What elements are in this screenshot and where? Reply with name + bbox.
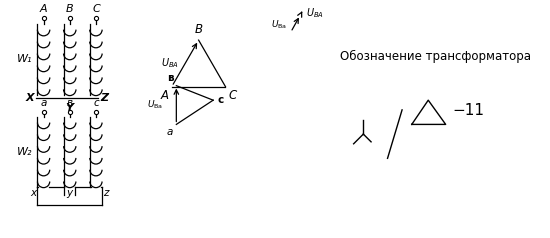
Text: X: X — [26, 93, 35, 103]
Text: B: B — [66, 4, 74, 14]
Text: с: с — [217, 95, 223, 105]
Text: B: B — [195, 23, 202, 36]
Text: x: x — [30, 188, 36, 198]
Text: C: C — [92, 4, 100, 14]
Text: с: с — [93, 98, 99, 108]
Text: z: z — [103, 188, 109, 198]
Text: a: a — [40, 98, 47, 108]
Text: C: C — [228, 89, 236, 102]
Text: −11: −11 — [453, 103, 485, 118]
Text: Обозначение трансформатора: Обозначение трансформатора — [340, 50, 531, 63]
Text: $U_{\text{Ва}}$: $U_{\text{Ва}}$ — [146, 99, 163, 111]
Text: W₁: W₁ — [16, 55, 32, 64]
Text: Z: Z — [100, 93, 108, 103]
Text: $U_{\text{Ва}}$: $U_{\text{Ва}}$ — [271, 18, 287, 31]
Text: $U_{BA}$: $U_{BA}$ — [161, 56, 179, 70]
Text: Y: Y — [66, 103, 74, 113]
Text: в: в — [67, 98, 73, 108]
Text: y: y — [67, 188, 73, 198]
Text: A: A — [161, 89, 169, 102]
Text: в: в — [167, 73, 173, 83]
Text: $U_{BA}$: $U_{BA}$ — [306, 6, 324, 20]
Text: A: A — [40, 4, 47, 14]
Text: W₂: W₂ — [16, 147, 32, 157]
Text: a: a — [167, 127, 173, 137]
